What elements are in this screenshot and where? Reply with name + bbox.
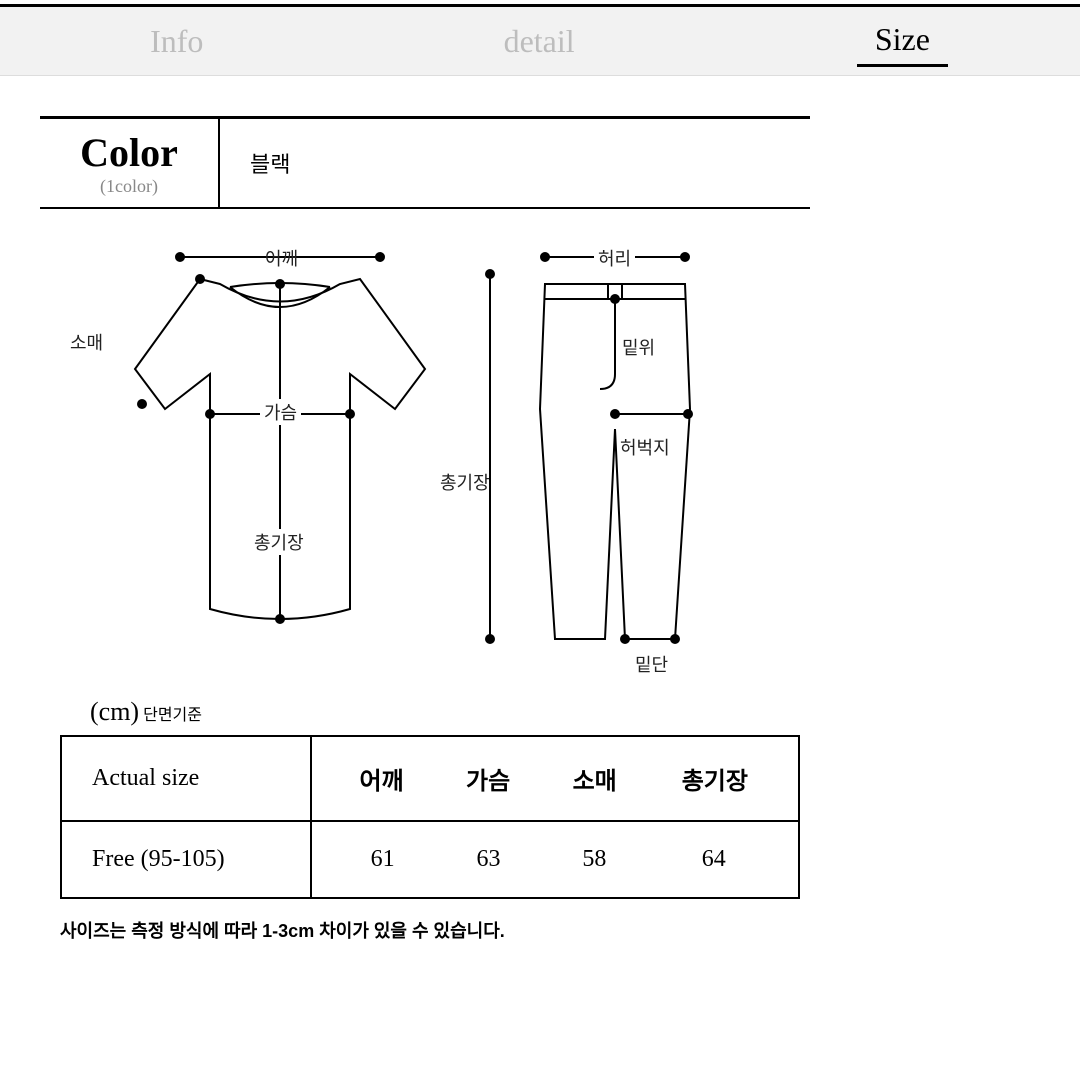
label-chest: 가슴: [260, 399, 301, 425]
size-table: Actual size 어깨 가슴 소매 총기장 Free (95-105) 6…: [60, 735, 800, 899]
table-header-row: Actual size 어깨 가슴 소매 총기장: [61, 736, 799, 821]
row-values-cell: 61 63 58 64: [311, 821, 799, 898]
tab-size[interactable]: Size: [857, 15, 948, 67]
label-thigh: 허벅지: [620, 434, 670, 460]
header-columns-cell: 어깨 가슴 소매 총기장: [311, 736, 799, 821]
color-subtitle: (1color): [48, 176, 210, 197]
color-title: Color: [48, 129, 210, 176]
footnote: 사이즈는 측정 방식에 따라 1-3cm 차이가 있을 수 있습니다.: [40, 917, 1040, 943]
label-rise: 밑위: [622, 334, 655, 360]
label-sleeve: 소매: [70, 329, 103, 355]
tab-detail[interactable]: detail: [486, 17, 593, 66]
label-waist: 허리: [594, 245, 635, 271]
unit-sub: 단면기준: [143, 707, 202, 724]
color-section: Color (1color) 블랙: [40, 116, 810, 209]
header-label-cell: Actual size: [61, 736, 311, 821]
row-label-cell: Free (95-105): [61, 821, 311, 898]
label-hem: 밑단: [635, 651, 668, 677]
garment-diagram-svg: [40, 239, 810, 679]
color-value: 블랙: [220, 119, 810, 207]
label-shoulder: 어깨: [265, 245, 298, 271]
unit-main: (cm): [90, 697, 139, 726]
tab-info[interactable]: Info: [132, 17, 221, 66]
table-data-row: Free (95-105) 61 63 58 64: [61, 821, 799, 898]
label-length-shirt: 총기장: [250, 529, 308, 555]
size-diagram: 어깨 소매 가슴 총기장 허리 밑위 허벅지 총기장 밑단: [40, 239, 810, 679]
label-length-pants: 총기장: [440, 469, 490, 495]
tab-bar: Info detail Size: [0, 4, 1080, 76]
